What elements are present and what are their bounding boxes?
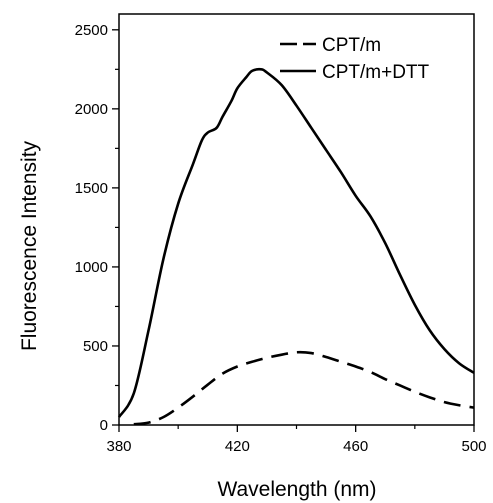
y-tick-label: 2500 (75, 22, 108, 39)
x-axis-title: Wavelength (nm) (217, 478, 376, 501)
y-tick-label: 2000 (75, 101, 108, 118)
y-tick-label: 500 (83, 338, 108, 355)
x-tick-label: 460 (343, 438, 368, 455)
x-tick-label: 420 (225, 438, 250, 455)
plot-area: 0 500 1000 1500 2000 2500 380 420 460 500 CPT/m CPT… (75, 13, 487, 455)
y-tick-label: 1000 (75, 259, 108, 276)
series-line-cpt-m-dtt (117, 67, 475, 418)
y-tick-label: 0 (100, 417, 108, 434)
x-tick-label: 380 (106, 438, 131, 455)
legend-label: CPT/m+DTT (322, 62, 430, 83)
y-axis-title: Fluorescence Intensity (18, 140, 41, 351)
series-line-cpt-m (133, 350, 475, 426)
y-tick-label: 1500 (75, 180, 108, 197)
x-tick-label: 500 (461, 438, 486, 455)
legend-label: CPT/m (322, 35, 381, 56)
